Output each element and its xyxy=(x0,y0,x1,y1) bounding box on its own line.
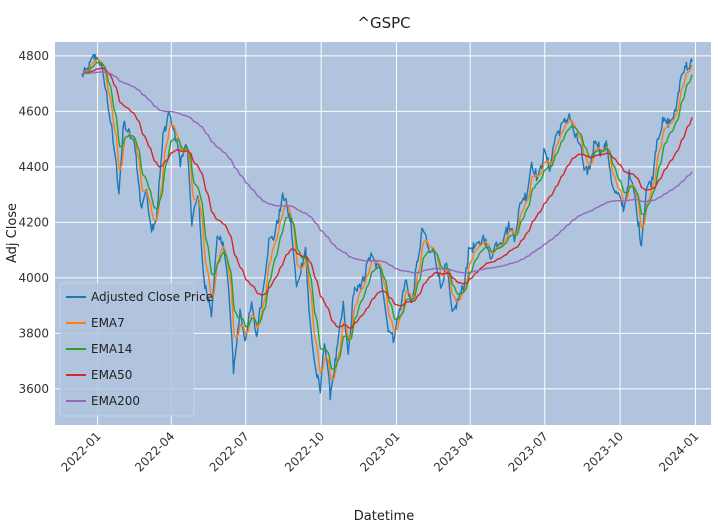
legend: Adjusted Close Price EMA7 EMA14 EMA50 EMA200 xyxy=(59,282,213,417)
chart-title: ^GSPC xyxy=(357,14,410,32)
y-tick-label: 3600 xyxy=(18,382,49,396)
y-tick-label: 3800 xyxy=(18,326,49,340)
series-line-adjusted-close-price xyxy=(81,53,693,401)
y-tick-label: 4200 xyxy=(18,215,49,229)
series-layer xyxy=(81,53,693,401)
y-tick-label: 4600 xyxy=(18,104,49,118)
legend-label: Adjusted Close Price xyxy=(91,290,213,304)
series-line-ema200 xyxy=(82,71,693,274)
y-tick-label: 4000 xyxy=(18,271,49,285)
legend-label: EMA7 xyxy=(91,316,125,330)
y-axis-label: Adj Close xyxy=(5,203,20,263)
legend-label: EMA200 xyxy=(91,394,140,408)
series-line-ema7 xyxy=(81,58,693,381)
x-axis-label: Datetime xyxy=(354,509,414,524)
legend-label: EMA14 xyxy=(91,342,132,356)
y-tick-label: 4800 xyxy=(18,49,49,63)
legend-box xyxy=(59,282,195,417)
y-tick-label: 4400 xyxy=(18,160,49,174)
y-axis: 3600 3800 4000 4200 4400 4600 4800 xyxy=(18,49,49,396)
series-line-ema50 xyxy=(81,67,693,329)
legend-label: EMA50 xyxy=(91,368,132,382)
